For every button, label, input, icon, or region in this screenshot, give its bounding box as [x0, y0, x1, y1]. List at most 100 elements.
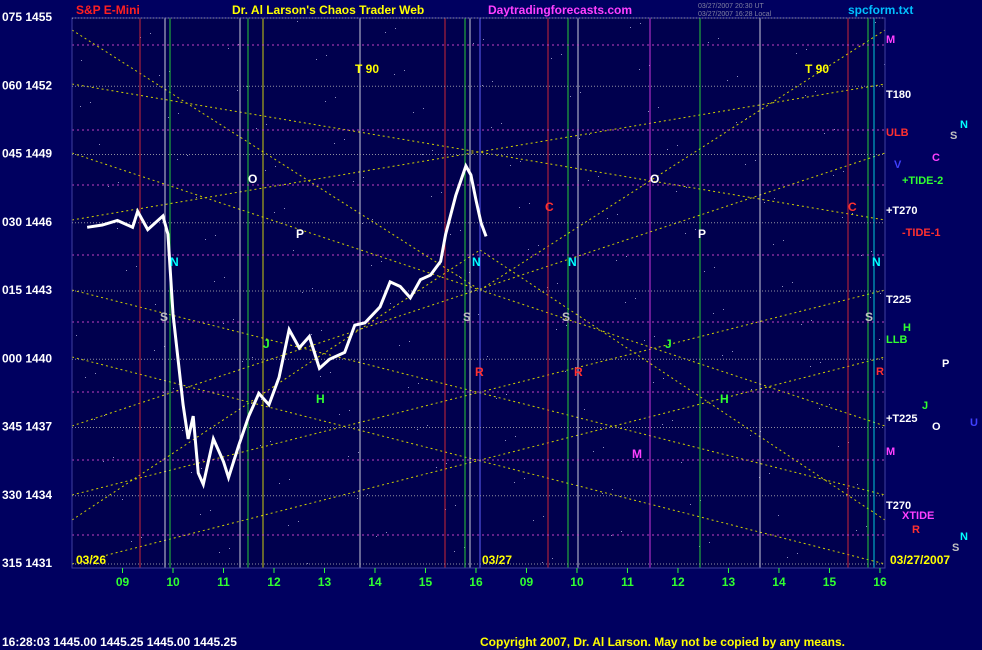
star [279, 483, 280, 484]
star [824, 133, 825, 134]
star [372, 219, 373, 220]
star [141, 537, 142, 538]
y-tick-label: 030 1446 [2, 215, 52, 229]
star [557, 283, 558, 284]
star [695, 229, 696, 230]
x-tick-label: 15 [419, 575, 433, 589]
right-label: M [886, 446, 895, 458]
annotation: O [650, 172, 659, 186]
star [228, 48, 229, 49]
annotation: C [545, 200, 554, 214]
star [708, 42, 709, 43]
star [117, 228, 118, 229]
star [455, 505, 456, 506]
star [598, 176, 599, 177]
star [436, 467, 437, 468]
star [714, 267, 715, 268]
star [367, 494, 368, 495]
x-tick-label: 10 [166, 575, 180, 589]
star [565, 371, 566, 372]
star [482, 85, 483, 86]
right-label: O [932, 421, 941, 433]
star [187, 155, 188, 156]
star [200, 514, 201, 515]
star [168, 117, 169, 118]
star [491, 127, 492, 128]
x-tick-label: 09 [116, 575, 130, 589]
star [556, 329, 557, 330]
star [270, 441, 271, 442]
star [293, 250, 294, 251]
star [626, 256, 627, 257]
timestamp: 03/27/2007 16:28 Local [698, 11, 772, 18]
annotation: J [263, 337, 270, 351]
right-label: T180 [886, 89, 911, 101]
annotation: S [562, 310, 570, 324]
star [866, 526, 867, 527]
star [423, 108, 424, 109]
annotation: S [160, 310, 168, 324]
star [395, 28, 396, 29]
star [330, 372, 331, 373]
star [103, 461, 104, 462]
star [654, 336, 655, 337]
star [288, 525, 289, 526]
star [302, 292, 303, 293]
plot-frame [71, 17, 886, 569]
star [745, 164, 746, 165]
star [418, 383, 419, 384]
star [122, 499, 123, 500]
star [713, 313, 714, 314]
star [441, 192, 442, 193]
star [349, 410, 350, 411]
star [150, 33, 151, 34]
annotation: N [568, 255, 577, 269]
star [192, 426, 193, 427]
star [126, 270, 127, 271]
status-line: 16:28:03 1445.00 1445.25 1445.00 1445.25 [2, 635, 237, 649]
star [621, 531, 622, 532]
star [274, 212, 275, 213]
star [603, 447, 604, 448]
right-label: H [903, 322, 911, 334]
annotation: N [872, 255, 881, 269]
star [709, 542, 710, 543]
star [229, 548, 230, 549]
star [173, 388, 174, 389]
layout-lines [71, 17, 886, 569]
right-label: R [876, 366, 884, 378]
star [76, 335, 77, 336]
star [501, 123, 502, 124]
star [80, 106, 81, 107]
star [588, 180, 589, 181]
star [570, 96, 571, 97]
star [159, 75, 160, 76]
star [685, 233, 686, 234]
annotation: J [665, 337, 672, 351]
star [446, 463, 447, 464]
star [422, 154, 423, 155]
star [681, 462, 682, 463]
star [524, 478, 525, 479]
star [99, 144, 100, 145]
y-tick-label: 000 1440 [2, 351, 52, 365]
star [154, 350, 155, 351]
star [334, 143, 335, 144]
star [155, 304, 156, 305]
star [584, 409, 585, 410]
star [879, 339, 880, 340]
file-name: spcform.txt [848, 3, 913, 17]
star [723, 309, 724, 310]
star [201, 468, 202, 469]
star [224, 277, 225, 278]
star [510, 165, 511, 166]
star [769, 473, 770, 474]
star [880, 293, 881, 294]
star [514, 482, 515, 483]
star [829, 404, 830, 405]
star [561, 54, 562, 55]
annotation: P [296, 227, 304, 241]
star [875, 22, 876, 23]
star [635, 298, 636, 299]
annotation: M [632, 447, 642, 461]
